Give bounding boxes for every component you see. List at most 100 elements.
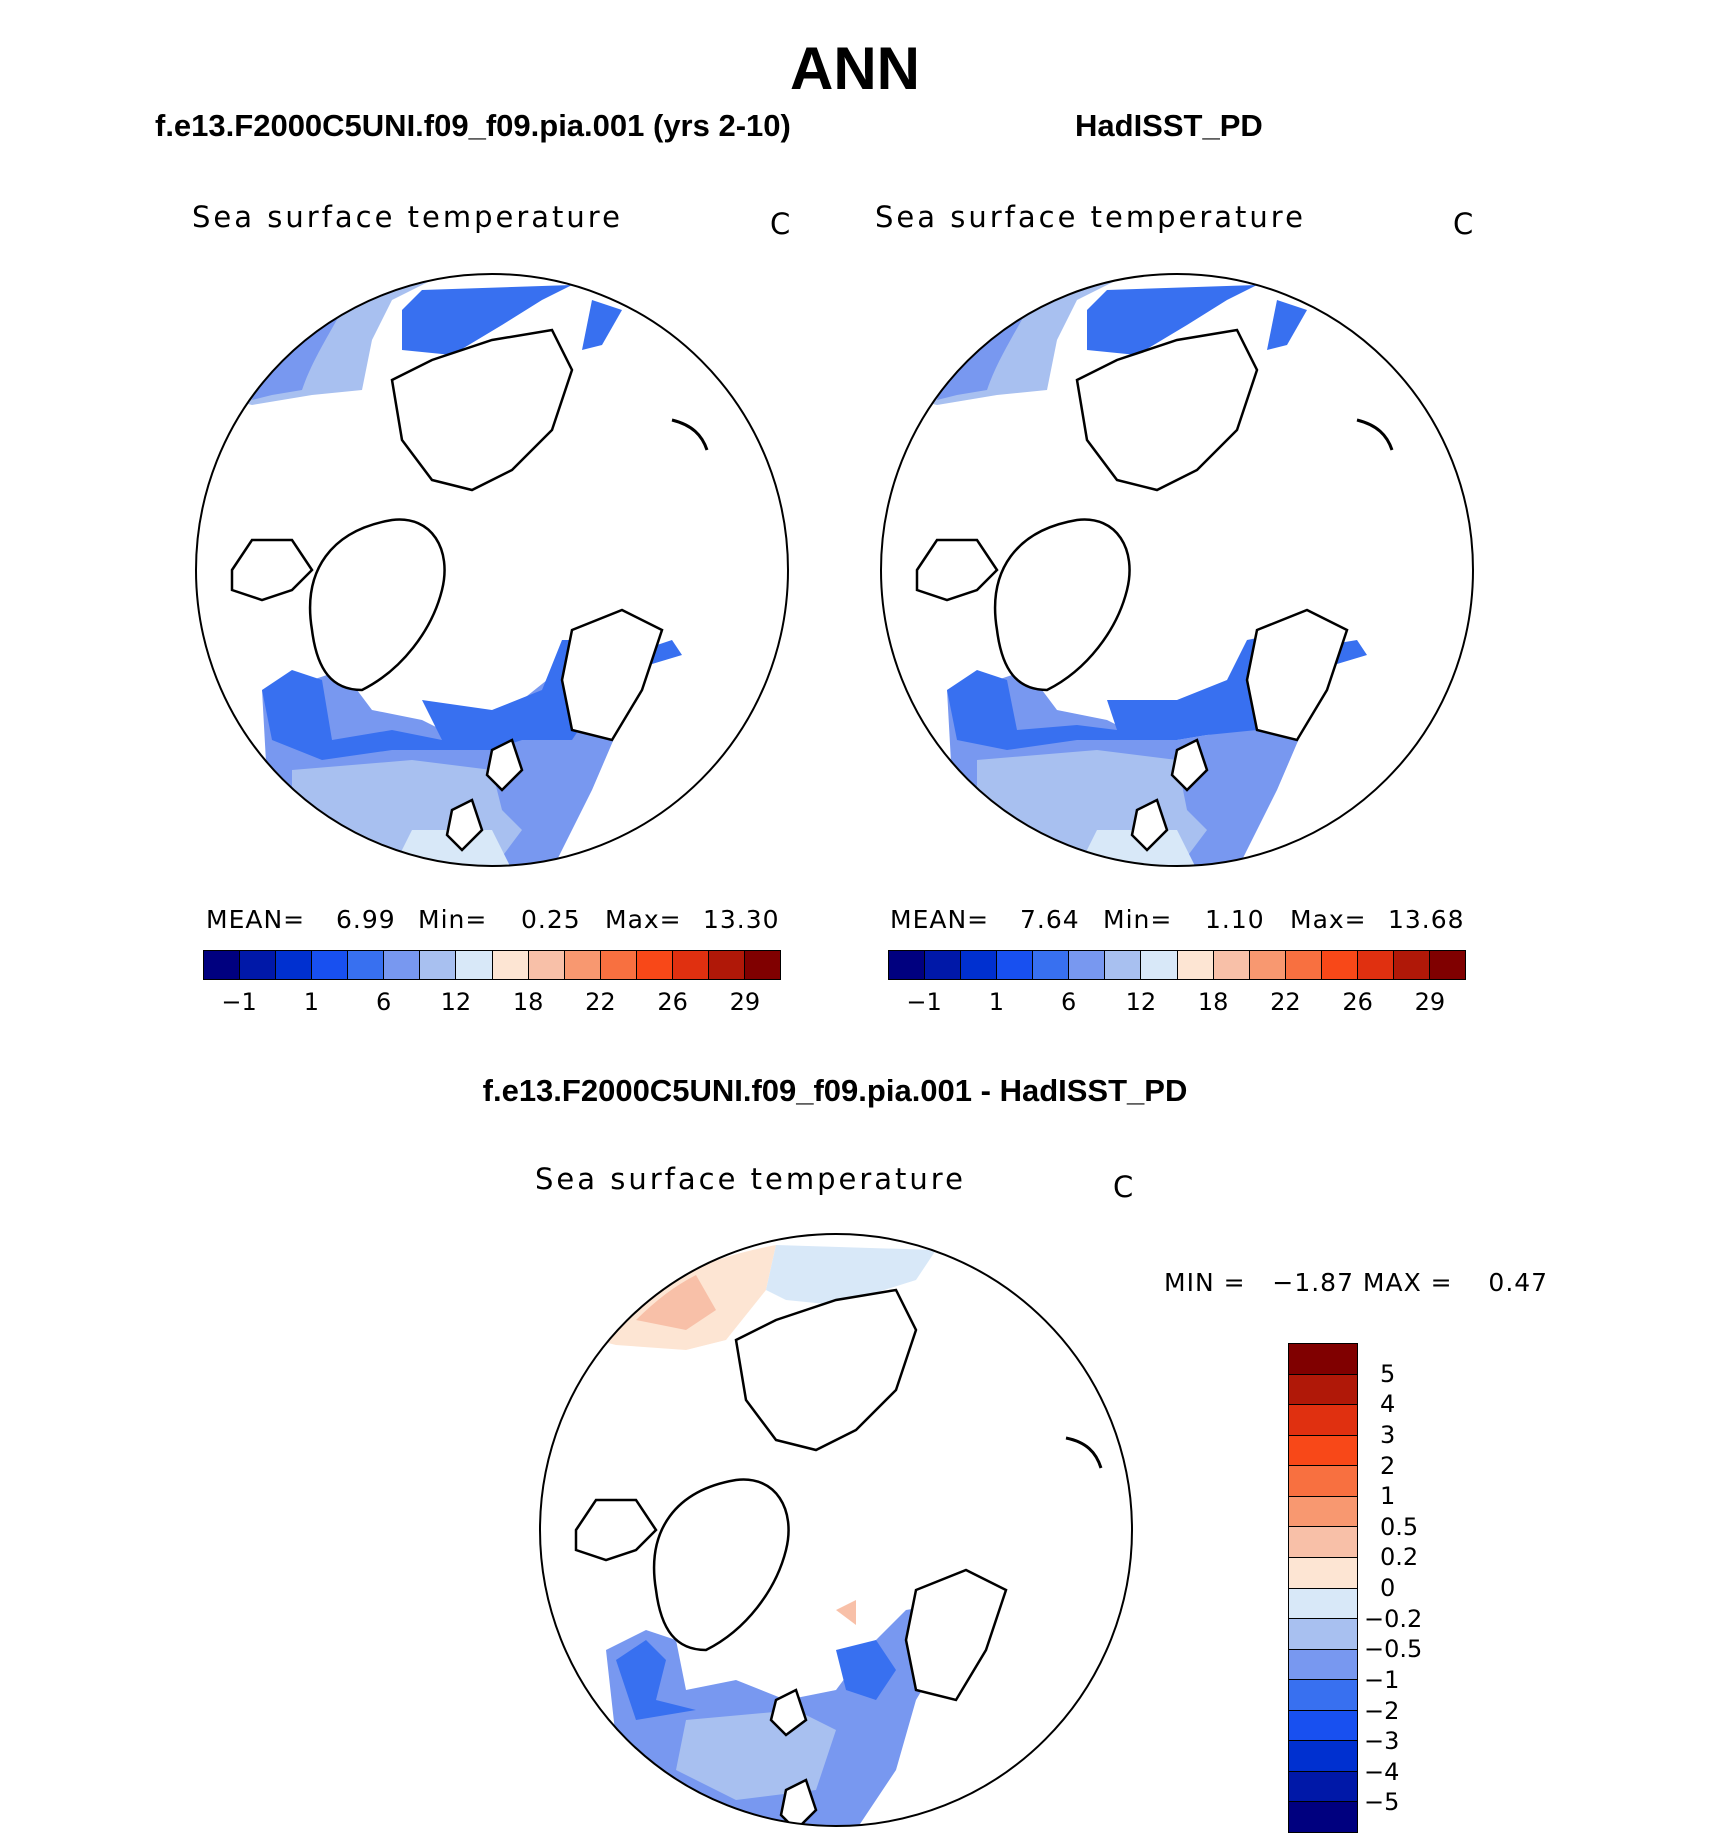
colorbar-tick-label: 18 xyxy=(512,988,544,1016)
colorbar-tick-label: 26 xyxy=(657,988,688,1016)
colorbar-tick-label: 0.2 xyxy=(1380,1543,1419,1572)
greenland-outline xyxy=(993,518,1131,692)
svalbard-warm-anomaly xyxy=(836,1600,856,1625)
greenland-outline xyxy=(652,1478,790,1652)
panel-2-header: HadISST_PD xyxy=(1075,108,1263,143)
colorbar-swatch xyxy=(276,951,313,979)
iceland-outline xyxy=(769,1688,808,1737)
colorbar-tick-label: 0 xyxy=(1380,1574,1396,1602)
pacific-sea-mid xyxy=(252,310,342,400)
iceland-outline xyxy=(485,738,524,792)
colorbar-tick-label: 12 xyxy=(440,988,472,1016)
colorbar-swatch xyxy=(961,951,998,979)
colorbar-tick-label: −1 xyxy=(221,988,257,1016)
colorbar-swatch xyxy=(1289,1557,1357,1589)
canada-outline xyxy=(574,1498,658,1562)
panel-2-polar-map xyxy=(880,273,1474,867)
colorbar-swatch xyxy=(1289,1588,1357,1620)
colorbar-swatch xyxy=(312,951,349,979)
panel-2-max-value: 13.68 xyxy=(1388,905,1465,934)
pacific-warm-anomaly-strong xyxy=(636,1275,716,1330)
panel-2-units: C xyxy=(1453,207,1474,241)
arctic-cool-anomaly xyxy=(766,1245,936,1305)
colorbar-swatch xyxy=(636,951,673,979)
panel-1-mean-value: 6.99 xyxy=(336,905,396,934)
colorbar-tick-label: −1 xyxy=(906,988,942,1016)
colorbar-swatch xyxy=(1289,1435,1357,1467)
map-border xyxy=(880,273,1474,867)
colorbar-tick-label: 22 xyxy=(585,988,616,1016)
labrador-cool-anomaly xyxy=(616,1640,696,1720)
colorbar-tick-label: −0.5 xyxy=(1364,1635,1423,1664)
island-outline xyxy=(1065,1436,1103,1469)
colorbar-swatch xyxy=(384,951,421,979)
siberia-outline xyxy=(734,1288,918,1452)
panel-1-max-value: 13.30 xyxy=(703,905,780,934)
colorbar-swatch xyxy=(1289,1649,1357,1681)
colorbar-tick-label: −5 xyxy=(1364,1788,1400,1817)
colorbar-swatch xyxy=(1357,951,1394,979)
colorbar-tick-label: 12 xyxy=(1125,988,1157,1016)
colorbar-tick-label: 6 xyxy=(1060,988,1077,1016)
colorbar-tick-label: 3 xyxy=(1380,1420,1396,1449)
scandinavia-outline xyxy=(1245,608,1349,742)
colorbar-swatch xyxy=(348,951,385,979)
colorbar-tick-label: 2 xyxy=(1380,1451,1396,1480)
colorbar-tick-label: 6 xyxy=(375,988,392,1016)
panel-1-colorbar-ticks: −1 1 6 12 18 22 26 29 xyxy=(203,988,781,1018)
scandinavia-outline xyxy=(904,1568,1008,1702)
panel-2-min-value: 1.10 xyxy=(1205,905,1265,934)
pacific-sea-mid xyxy=(937,310,1027,400)
panel-1-colorbar xyxy=(203,950,781,980)
colorbar-swatch xyxy=(1289,1741,1357,1772)
panel-2-variable: Sea surface temperature xyxy=(875,200,1306,234)
colorbar-swatch xyxy=(1289,1405,1357,1436)
colorbar-tick-label: 5 xyxy=(1380,1359,1396,1388)
colorbar-tick-label: 1 xyxy=(988,988,1005,1016)
colorbar-swatch xyxy=(1289,1771,1357,1803)
colorbar-swatch xyxy=(240,951,277,979)
pacific-sea-dark xyxy=(402,285,572,355)
colorbar-swatch xyxy=(204,951,241,979)
diff-colorbar xyxy=(1288,1343,1358,1833)
panel-2-colorbar-ticks: −1 1 6 12 18 22 26 29 xyxy=(888,988,1466,1018)
colorbar-tick-label: 22 xyxy=(1270,988,1301,1016)
colorbar-swatch xyxy=(744,951,780,979)
colorbar-swatch xyxy=(672,951,709,979)
colorbar-swatch xyxy=(1033,951,1070,979)
colorbar-swatch xyxy=(1289,1527,1357,1558)
britain-outline xyxy=(1130,798,1169,852)
pacific-sea-dark xyxy=(1087,285,1257,355)
colorbar-swatch xyxy=(708,951,745,979)
scandinavia-outline xyxy=(560,608,664,742)
diff-panel-variable: Sea surface temperature xyxy=(535,1162,966,1196)
colorbar-tick-label: −1 xyxy=(1364,1665,1400,1694)
colorbar-swatch xyxy=(1069,951,1106,979)
panel-1-header: f.e13.F2000C5UNI.f09_f09.pia.001 (yrs 2-… xyxy=(155,108,791,143)
panel-1-variable: Sea surface temperature xyxy=(192,200,623,234)
colorbar-tick-label: −0.2 xyxy=(1364,1604,1423,1633)
nordic-cool-anomaly xyxy=(836,1640,896,1700)
britain-outline xyxy=(779,1778,818,1826)
panel-2-mean-label: MEAN= xyxy=(890,905,990,934)
colorbar-swatch xyxy=(997,951,1034,979)
colorbar-swatch xyxy=(456,951,493,979)
colorbar-swatch xyxy=(1285,951,1322,979)
map-border xyxy=(539,1233,1133,1827)
panel-1-units: C xyxy=(770,207,791,241)
panel-1-max-label: Max= xyxy=(605,905,682,934)
colorbar-swatch xyxy=(1249,951,1286,979)
colorbar-swatch xyxy=(1429,951,1465,979)
colorbar-tick-label: 26 xyxy=(1342,988,1373,1016)
colorbar-swatch xyxy=(528,951,565,979)
diff-panel-header: f.e13.F2000C5UNI.f09_f09.pia.001 - HadIS… xyxy=(482,1073,1188,1108)
colorbar-tick-label: 18 xyxy=(1197,988,1229,1016)
greenland-outline xyxy=(308,518,446,692)
iceland-outline xyxy=(1170,738,1209,792)
colorbar-swatch xyxy=(1393,951,1430,979)
panel-1-min-value: 0.25 xyxy=(521,905,581,934)
map-border xyxy=(195,273,789,867)
panel-1-polar-map xyxy=(195,273,789,867)
bering-sea xyxy=(1267,300,1307,350)
island-outline xyxy=(671,418,709,451)
